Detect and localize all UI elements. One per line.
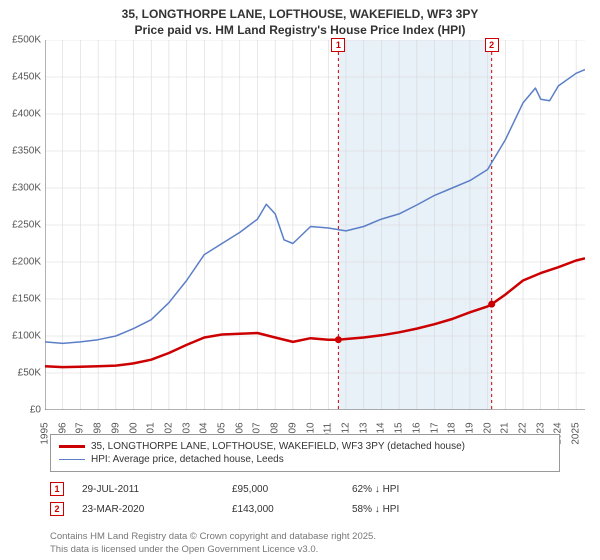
transaction-row-1: 1 29-JUL-2011 £95,000 62% ↓ HPI bbox=[50, 482, 560, 496]
footer-line-1: Contains HM Land Registry data © Crown c… bbox=[50, 531, 376, 543]
y-tick-label: £500K bbox=[12, 35, 41, 46]
transaction-diff-1: 62% ↓ HPI bbox=[352, 484, 472, 495]
transaction-price-2: £143,000 bbox=[232, 504, 352, 515]
chart-plot-area: £0£50K£100K£150K£200K£250K£300K£350K£400… bbox=[45, 40, 585, 410]
y-tick-label: £50K bbox=[18, 368, 41, 379]
legend-swatch-hpi bbox=[59, 459, 85, 461]
x-tick-label: 2025 bbox=[571, 422, 582, 444]
legend: 35, LONGTHORPE LANE, LOFTHOUSE, WAKEFIEL… bbox=[50, 434, 560, 472]
y-tick-label: £250K bbox=[12, 220, 41, 231]
transaction-marker-1: 1 bbox=[50, 482, 64, 496]
transaction-price-1: £95,000 bbox=[232, 484, 352, 495]
y-tick-label: £350K bbox=[12, 146, 41, 157]
footer: Contains HM Land Registry data © Crown c… bbox=[50, 531, 376, 556]
legend-label-hpi: HPI: Average price, detached house, Leed… bbox=[91, 454, 284, 465]
chart-event-marker: 2 bbox=[485, 38, 499, 52]
transaction-row-2: 2 23-MAR-2020 £143,000 58% ↓ HPI bbox=[50, 502, 560, 516]
legend-swatch-property bbox=[59, 445, 85, 448]
footer-line-2: This data is licensed under the Open Gov… bbox=[50, 544, 376, 556]
chart-container: 35, LONGTHORPE LANE, LOFTHOUSE, WAKEFIEL… bbox=[0, 0, 600, 560]
transaction-date-1: 29-JUL-2011 bbox=[82, 484, 232, 495]
chart-title: 35, LONGTHORPE LANE, LOFTHOUSE, WAKEFIEL… bbox=[0, 0, 600, 40]
y-tick-label: £150K bbox=[12, 294, 41, 305]
x-tick-label: 1995 bbox=[40, 422, 51, 444]
legend-label-property: 35, LONGTHORPE LANE, LOFTHOUSE, WAKEFIEL… bbox=[91, 441, 465, 452]
chart-event-marker: 1 bbox=[331, 38, 345, 52]
y-tick-label: £450K bbox=[12, 72, 41, 83]
y-tick-label: £400K bbox=[12, 109, 41, 120]
transaction-marker-2: 2 bbox=[50, 502, 64, 516]
chart-svg bbox=[45, 40, 585, 410]
y-tick-label: £200K bbox=[12, 257, 41, 268]
transaction-diff-2: 58% ↓ HPI bbox=[352, 504, 472, 515]
title-line-2: Price paid vs. HM Land Registry's House … bbox=[10, 22, 590, 38]
y-tick-label: £100K bbox=[12, 331, 41, 342]
legend-item-hpi: HPI: Average price, detached house, Leed… bbox=[59, 453, 551, 466]
transaction-date-2: 23-MAR-2020 bbox=[82, 504, 232, 515]
y-tick-label: £300K bbox=[12, 183, 41, 194]
y-tick-label: £0 bbox=[30, 405, 41, 416]
legend-item-property: 35, LONGTHORPE LANE, LOFTHOUSE, WAKEFIEL… bbox=[59, 440, 551, 453]
title-line-1: 35, LONGTHORPE LANE, LOFTHOUSE, WAKEFIEL… bbox=[10, 6, 590, 22]
